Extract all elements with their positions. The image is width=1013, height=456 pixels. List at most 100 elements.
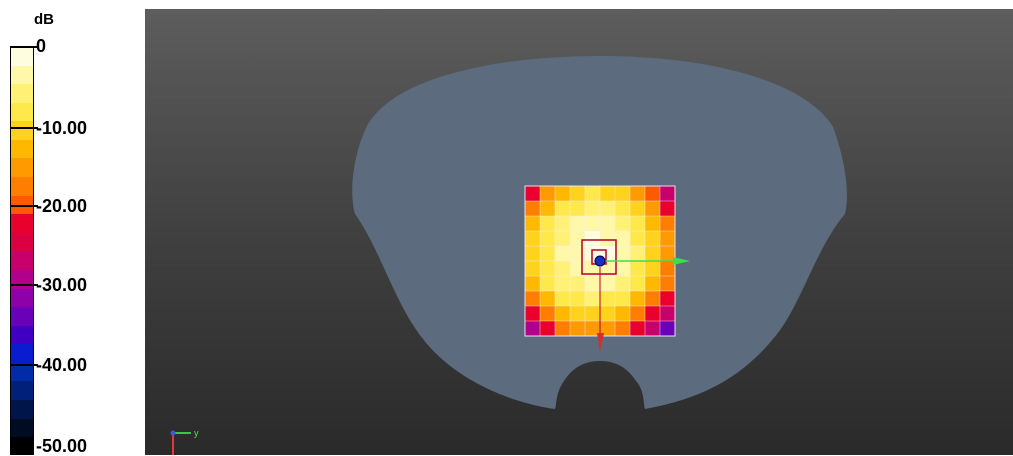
colorbar-band	[11, 251, 33, 270]
heatmap-cell	[645, 261, 661, 277]
colorbar-band	[11, 102, 33, 122]
colorbar-tick-label: -50.00	[36, 436, 88, 456]
heatmap-cell	[570, 201, 586, 217]
heatmap-cell	[540, 291, 556, 307]
colorbar-band	[11, 399, 33, 419]
axis-y-label: y	[194, 428, 199, 438]
colorbar-band	[11, 139, 33, 159]
heatmap-cell	[630, 291, 646, 307]
heatmap-cell	[540, 306, 556, 322]
heatmap-cell	[615, 261, 631, 277]
heatmap-cell	[660, 246, 676, 262]
heatmap-cell	[600, 231, 616, 247]
heatmap-cell	[645, 291, 661, 307]
heatmap-cell	[570, 216, 586, 232]
heatmap-cell	[555, 291, 571, 307]
heatmap-cell	[660, 306, 676, 322]
heatmap-cell	[570, 306, 586, 322]
heatmap-cell	[525, 231, 541, 247]
colorbar-legend: dB 0 -10.00 -20.00 -30.00 -40.00 -50.00	[0, 0, 140, 455]
heatmap-cell	[630, 306, 646, 322]
heatmap-cell	[630, 261, 646, 277]
3d-viewport[interactable]: y	[145, 9, 1013, 455]
colorbar-tick-label: -30.00	[36, 275, 88, 295]
heatmap-cell	[645, 231, 661, 247]
colorbar-band	[11, 84, 33, 103]
heatmap-cell	[615, 201, 631, 217]
heatmap-cell	[660, 231, 676, 247]
axis-triad-icon: y	[170, 428, 199, 455]
heatmap-cell	[555, 216, 571, 232]
heatmap-cell	[540, 261, 556, 277]
heatmap-cell	[570, 291, 586, 307]
colorbar-band	[11, 232, 33, 252]
colorbar-band	[11, 344, 33, 363]
heatmap-cell	[555, 306, 571, 322]
heatmap-cell	[585, 276, 601, 292]
heatmap-cell	[525, 276, 541, 292]
heatmap-cell	[645, 216, 661, 232]
probe-marker-icon[interactable]	[594, 255, 606, 267]
heatmap-cell	[600, 186, 616, 202]
heatmap-cell	[630, 186, 646, 202]
heatmap-cell	[585, 291, 601, 307]
heatmap-cell	[660, 276, 676, 292]
heatmap-cell	[555, 231, 571, 247]
heatmap-cell	[540, 201, 556, 217]
heatmap-cell	[645, 306, 661, 322]
heatmap-cell	[525, 306, 541, 322]
colorbar-band	[11, 121, 33, 140]
heatmap-cell	[525, 216, 541, 232]
colorbar-tick-mark	[10, 205, 38, 207]
heatmap-cell	[660, 291, 676, 307]
heatmap-cell	[630, 201, 646, 217]
colorbar-band	[11, 307, 33, 326]
heatmap-cell	[630, 216, 646, 232]
heatmap-cell	[585, 186, 601, 202]
heatmap-cell	[600, 321, 616, 337]
heatmap-cell	[540, 276, 556, 292]
colorbar-band	[11, 269, 33, 289]
sar-heatmap	[525, 186, 676, 337]
heatmap-cell	[600, 276, 616, 292]
heatmap-cell	[525, 261, 541, 277]
heatmap-cell	[555, 186, 571, 202]
heatmap-cell	[555, 261, 571, 277]
colorbar	[10, 46, 34, 455]
heatmap-cell	[630, 246, 646, 262]
heatmap-cell	[585, 216, 601, 232]
heatmap-cell	[585, 321, 601, 337]
heatmap-cell	[615, 321, 631, 337]
heatmap-cell	[615, 291, 631, 307]
colorbar-band	[11, 418, 33, 438]
colorbar-band	[11, 65, 33, 85]
heatmap-cell	[525, 201, 541, 217]
heatmap-cell	[600, 216, 616, 232]
probe-down-arrow-icon	[597, 333, 604, 352]
heatmap-cell	[540, 246, 556, 262]
heatmap-cell	[615, 276, 631, 292]
heatmap-cell	[570, 276, 586, 292]
colorbar-tick-label: -20.00	[36, 196, 88, 216]
heatmap-cell	[525, 321, 541, 337]
heatmap-cell	[600, 201, 616, 217]
colorbar-band	[11, 325, 33, 345]
colorbar-tick-label: -40.00	[36, 355, 88, 375]
legend-unit-label: dB	[34, 11, 54, 28]
heatmap-cell	[585, 231, 601, 247]
heatmap-cell	[645, 186, 661, 202]
heatmap-cell	[615, 186, 631, 202]
heatmap-cell	[525, 186, 541, 202]
heatmap-cell	[555, 246, 571, 262]
heatmap-cell	[615, 231, 631, 247]
heatmap-cell	[555, 321, 571, 337]
heatmap-cell	[660, 216, 676, 232]
colorbar-tick-label: -10.00	[36, 118, 88, 138]
colorbar-tick-mark	[10, 284, 38, 286]
heatmap-cell	[525, 291, 541, 307]
scene-canvas[interactable]: y	[145, 9, 1013, 455]
colorbar-tick-mark	[10, 364, 38, 366]
colorbar-band	[11, 195, 33, 215]
heatmap-cell	[525, 246, 541, 262]
heatmap-cell	[555, 276, 571, 292]
